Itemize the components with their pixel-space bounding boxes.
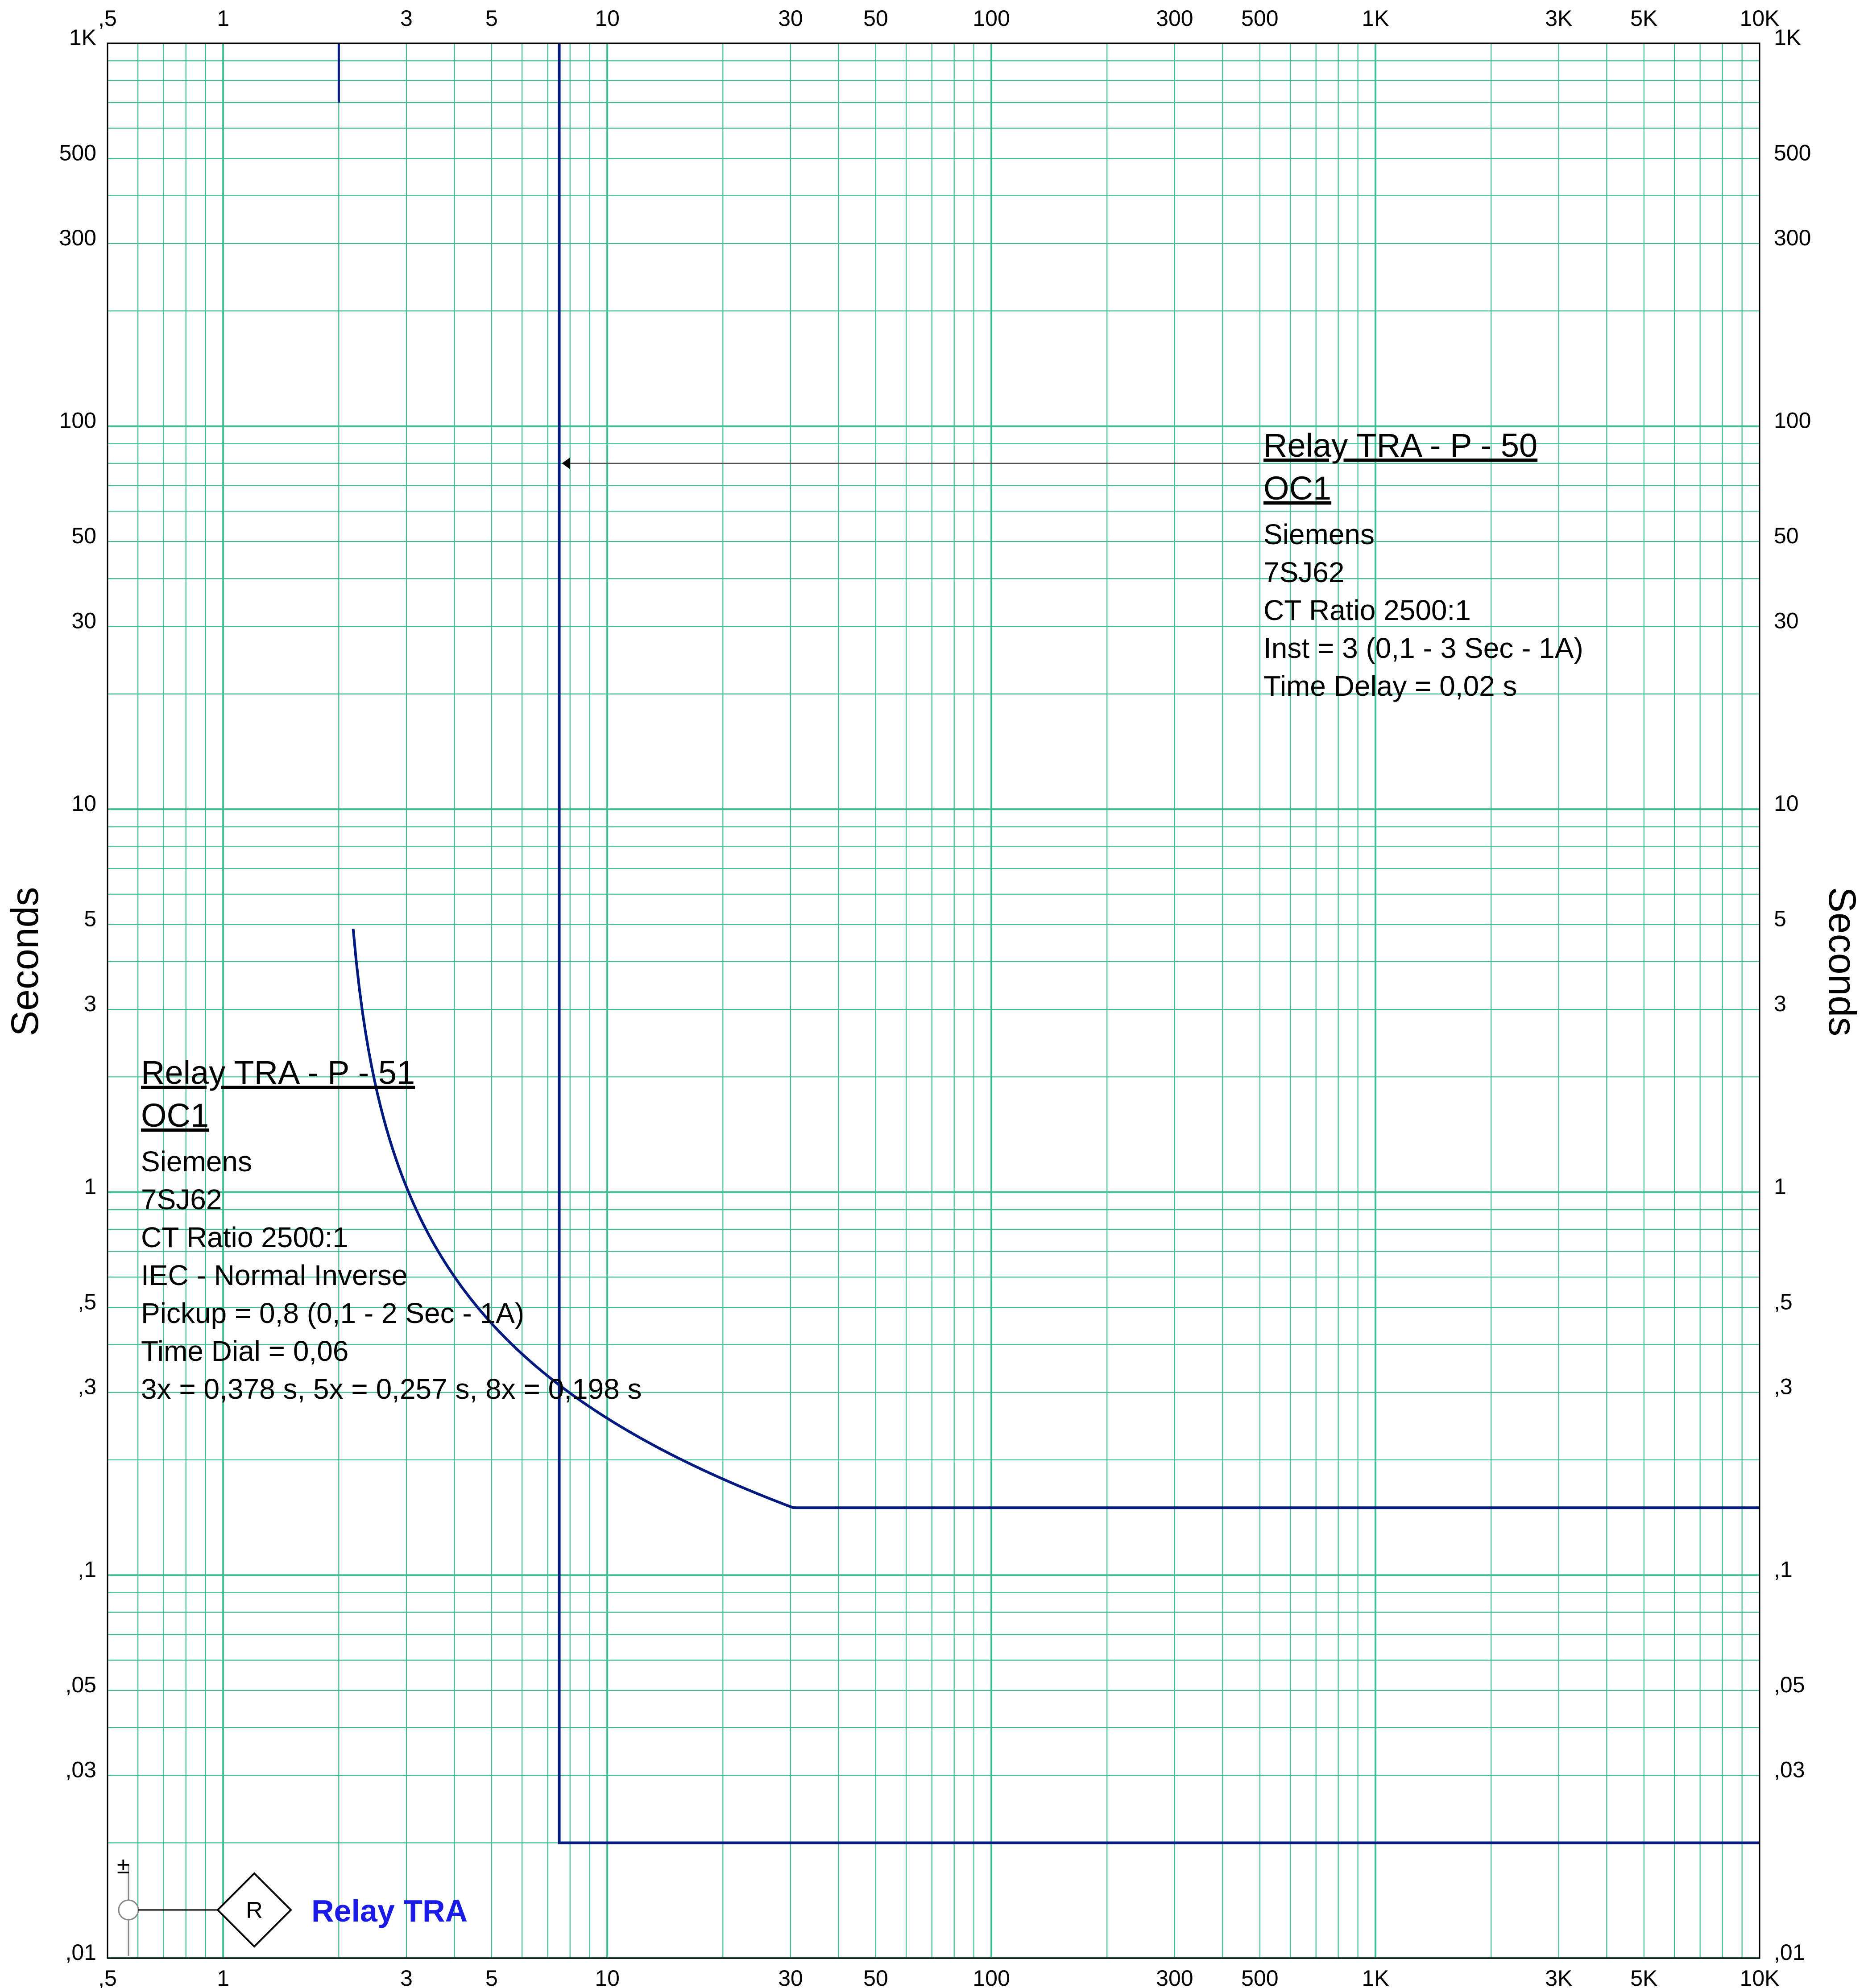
x-tick-label-bottom: 50 <box>863 1966 888 1988</box>
y-tick-label-left: 30 <box>71 608 96 633</box>
annotation-line: CT Ratio 2500:1 <box>1263 594 1471 626</box>
annotation-leader-arrow <box>562 457 570 469</box>
curve-50-instantaneous <box>558 43 1760 1844</box>
x-tick-label-top: 10 <box>595 6 620 31</box>
x-tick-label-bottom: 10K <box>1740 1966 1780 1988</box>
x-tick-label-bottom: 3 <box>400 1966 413 1988</box>
y-tick-label-left: 1 <box>84 1174 96 1199</box>
plot-frame <box>107 42 1760 1959</box>
y-tick-label-right: 3 <box>1774 991 1786 1016</box>
y-tick-label-left: ,3 <box>78 1374 96 1399</box>
x-tick-label-bottom: 100 <box>973 1966 1010 1988</box>
x-tick-label-top: 500 <box>1241 6 1278 31</box>
y-tick-label-right: 300 <box>1774 225 1811 250</box>
annotation-line: Inst = 3 (0,1 - 3 Sec - 1A) <box>1263 632 1583 664</box>
y-tick-label-right: 50 <box>1774 523 1799 548</box>
y-tick-label-right: ,05 <box>1774 1672 1805 1697</box>
annotation-line: Siemens <box>141 1145 252 1178</box>
curve-51-inverse <box>352 929 1760 1509</box>
x-tick-label-bottom: 1K <box>1362 1966 1389 1988</box>
annotation-ann50: Relay TRA - P - 50 OC1 Siemens 7SJ62 CT Rati… <box>562 427 1583 702</box>
y-tick-label-left: ,5 <box>78 1289 96 1314</box>
y-tick-label-left: ,03 <box>65 1757 96 1782</box>
legend-node-icon <box>118 1899 139 1921</box>
legend: ± R Relay TRA <box>117 1853 468 1956</box>
curve-layer <box>337 43 1760 1844</box>
annotation-line: 7SJ62 <box>141 1183 222 1215</box>
relay-symbol-icon <box>216 1872 292 1948</box>
y-tick-label-right: 100 <box>1774 408 1811 433</box>
annotation-ann51: Relay TRA - P - 51 OC1 Siemens 7SJ62 CT Rati… <box>141 1054 642 1405</box>
y-tick-label-right: 1 <box>1774 1174 1786 1199</box>
y-tick-label-left: 500 <box>59 140 96 165</box>
tick-labels: ,5 ,5 1 1 3 3 5 5 10 10 30 30 50 50 100 100 300 300 500 500… <box>59 6 1811 1988</box>
relay-symbol-letter: R <box>246 1897 263 1923</box>
y-tick-label-right: 1K <box>1774 25 1801 50</box>
legend-marker: ± <box>117 1853 130 1879</box>
annotation-line: Pickup = 0,8 (0,1 - 2 Sec - 1A) <box>141 1297 524 1329</box>
annotation-line: Time Dial = 0,06 <box>141 1335 348 1367</box>
x-tick-label-top: 5K <box>1630 6 1657 31</box>
y-tick-label-left: ,05 <box>65 1672 96 1697</box>
annotation-line: CT Ratio 2500:1 <box>141 1221 348 1253</box>
x-tick-label-top: 30 <box>778 6 803 31</box>
x-tick-label-top: 3K <box>1545 6 1572 31</box>
annotation-title: Relay TRA - P - 51 <box>141 1054 415 1091</box>
y-tick-label-left: 3 <box>84 991 96 1016</box>
y-tick-label-left: ,01 <box>65 1940 96 1965</box>
y-tick-label-left: 5 <box>84 906 96 931</box>
y-tick-label-right: 10 <box>1774 791 1799 816</box>
x-tick-label-bottom: 30 <box>778 1966 803 1988</box>
y-tick-label-right: ,3 <box>1774 1374 1793 1399</box>
x-tick-label-top: 100 <box>973 6 1010 31</box>
x-tick-label-bottom: 300 <box>1156 1966 1193 1988</box>
x-tick-label-bottom: 5K <box>1630 1966 1657 1988</box>
x-tick-label-top: 50 <box>863 6 888 31</box>
y-tick-label-right: ,5 <box>1774 1289 1793 1314</box>
legend-label: Relay TRA <box>311 1893 468 1928</box>
x-tick-label-top: ,5 <box>98 6 117 31</box>
y-tick-label-left: 1K <box>69 25 96 50</box>
y-tick-label-right: ,03 <box>1774 1757 1805 1782</box>
y-tick-label-right: 500 <box>1774 140 1811 165</box>
annotation-line: 7SJ62 <box>1263 556 1344 588</box>
annotation-line: 3x = 0,378 s, 5x = 0,257 s, 8x = 0,198 s <box>141 1373 642 1405</box>
annotation-subtitle: OC1 <box>141 1097 209 1134</box>
annotation-title: Relay TRA - P - 50 <box>1263 427 1537 464</box>
x-tick-label-top: 1 <box>217 6 229 31</box>
x-tick-label-top: 3 <box>400 6 413 31</box>
y-tick-label-right: ,1 <box>1774 1557 1793 1582</box>
y-axis-label-right: Seconds <box>1821 887 1864 1037</box>
x-tick-label-top: 1K <box>1362 6 1389 31</box>
x-tick-label-top: 10K <box>1740 6 1780 31</box>
annotation-line: IEC - Normal Inverse <box>141 1259 407 1291</box>
x-tick-label-bottom: 10 <box>595 1966 620 1988</box>
x-tick-label-bottom: ,5 <box>98 1966 117 1988</box>
y-tick-label-left: 100 <box>59 408 96 433</box>
grid-lines <box>107 43 1760 1959</box>
x-tick-label-bottom: 1 <box>217 1966 229 1988</box>
y-tick-label-right: 30 <box>1774 608 1799 633</box>
annotation-line: Time Delay = 0,02 s <box>1263 670 1517 702</box>
y-tick-label-right: ,01 <box>1774 1940 1805 1965</box>
y-tick-label-left: 300 <box>59 225 96 250</box>
y-tick-label-right: 5 <box>1774 906 1786 931</box>
y-tick-label-left: 10 <box>71 791 96 816</box>
y-axis-label-left: Seconds <box>4 887 46 1037</box>
annotations: Relay TRA - P - 50 OC1 Siemens 7SJ62 CT Rati… <box>141 427 1583 1405</box>
y-tick-label-left: ,1 <box>78 1557 96 1582</box>
annotation-line: Siemens <box>1263 518 1375 550</box>
x-tick-label-top: 5 <box>485 6 498 31</box>
y-tick-label-left: 50 <box>71 523 96 548</box>
annotation-subtitle: OC1 <box>1263 470 1331 507</box>
x-tick-label-top: 300 <box>1156 6 1193 31</box>
x-tick-label-bottom: 500 <box>1241 1966 1278 1988</box>
x-tick-label-bottom: 3K <box>1545 1966 1572 1988</box>
x-tick-label-bottom: 5 <box>485 1966 498 1988</box>
